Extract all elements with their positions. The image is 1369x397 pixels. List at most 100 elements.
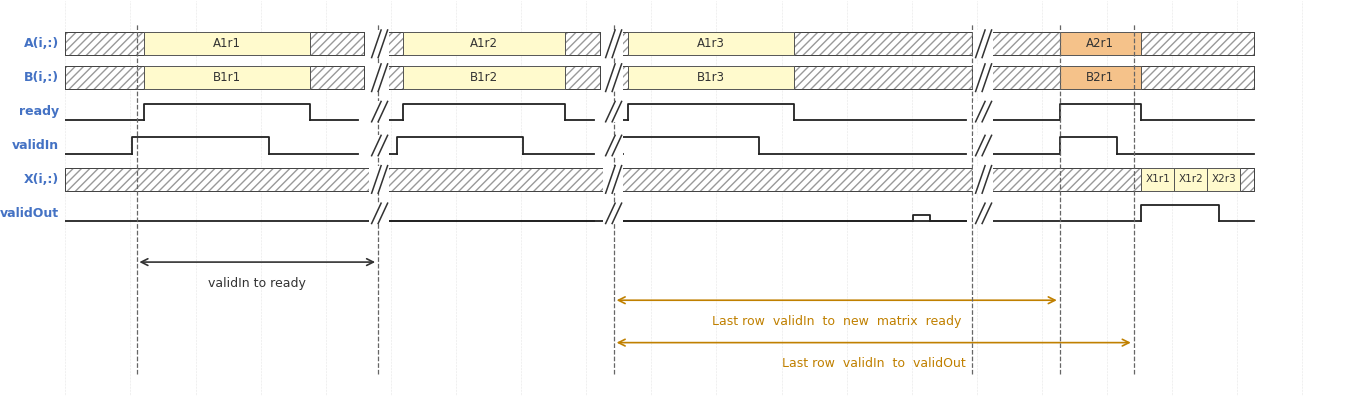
Bar (66, 32, 144, 56)
Bar (370, 64, 389, 91)
Bar (973, 135, 994, 156)
Bar (1240, 168, 1254, 191)
Bar (311, 66, 364, 89)
Text: B2r1: B2r1 (1086, 71, 1114, 84)
Bar (794, 32, 972, 56)
Bar (385, 66, 402, 89)
Text: validIn: validIn (12, 139, 59, 152)
Bar (604, 203, 623, 224)
Bar (370, 30, 389, 58)
Bar (619, 32, 627, 56)
Bar (385, 66, 402, 89)
Bar (619, 32, 627, 56)
Bar (1140, 32, 1254, 56)
Bar (311, 66, 364, 89)
Bar (370, 166, 389, 193)
Bar (402, 32, 565, 56)
Bar (311, 32, 364, 56)
Bar (627, 32, 794, 56)
Bar (66, 32, 144, 56)
Bar (1060, 32, 1140, 56)
Bar (988, 32, 1060, 56)
Bar (565, 32, 600, 56)
Text: B(i,:): B(i,:) (25, 71, 59, 84)
Bar (565, 66, 600, 89)
Bar (619, 32, 627, 56)
Bar (794, 66, 972, 89)
Text: X(i,:): X(i,:) (25, 173, 59, 186)
Text: validOut: validOut (0, 207, 59, 220)
Bar (794, 66, 972, 89)
Bar (619, 66, 627, 89)
Text: A2r1: A2r1 (1087, 37, 1114, 50)
Bar (66, 66, 144, 89)
Text: validIn to ready: validIn to ready (208, 277, 307, 290)
Bar (1140, 168, 1175, 191)
Bar (1240, 168, 1254, 191)
Bar (604, 135, 623, 156)
Text: A1r1: A1r1 (214, 37, 241, 50)
Text: B1r2: B1r2 (470, 71, 498, 84)
Text: X1r1: X1r1 (1146, 174, 1170, 185)
Bar (402, 66, 565, 89)
Bar (66, 32, 144, 56)
Bar (385, 32, 402, 56)
Text: ready: ready (19, 105, 59, 118)
Bar (1240, 168, 1254, 191)
Bar (604, 166, 623, 193)
Bar (565, 66, 600, 89)
Bar (988, 32, 1060, 56)
Text: A1r3: A1r3 (697, 37, 724, 50)
Bar (973, 30, 994, 58)
Bar (988, 66, 1060, 89)
Bar (66, 168, 1140, 191)
Bar (619, 66, 627, 89)
Bar (311, 32, 364, 56)
Bar (1140, 66, 1254, 89)
Text: X1r2: X1r2 (1179, 174, 1203, 185)
Bar (988, 32, 1060, 56)
Bar (370, 101, 389, 122)
Text: B1r1: B1r1 (214, 71, 241, 84)
Text: A1r2: A1r2 (470, 37, 498, 50)
Text: Last row  validIn  to  validOut: Last row validIn to validOut (782, 357, 965, 370)
Bar (604, 30, 623, 58)
Bar (1140, 66, 1254, 89)
Bar (973, 203, 994, 224)
Bar (66, 168, 1140, 191)
Bar (1207, 168, 1240, 191)
Bar (144, 32, 311, 56)
Bar (66, 66, 144, 89)
Bar (1140, 66, 1254, 89)
Bar (1060, 66, 1140, 89)
Bar (619, 66, 627, 89)
Bar (565, 66, 600, 89)
Bar (370, 135, 389, 156)
Text: X2r3: X2r3 (1212, 174, 1236, 185)
Bar (385, 32, 402, 56)
Bar (311, 32, 364, 56)
Bar (370, 203, 389, 224)
Bar (973, 101, 994, 122)
Bar (604, 101, 623, 122)
Bar (973, 166, 994, 193)
Text: A(i,:): A(i,:) (25, 37, 59, 50)
Bar (311, 66, 364, 89)
Bar (385, 66, 402, 89)
Bar (1175, 168, 1207, 191)
Bar (794, 66, 972, 89)
Bar (144, 66, 311, 89)
Bar (973, 64, 994, 91)
Bar (66, 66, 144, 89)
Bar (988, 66, 1060, 89)
Bar (794, 32, 972, 56)
Bar (988, 66, 1060, 89)
Bar (604, 64, 623, 91)
Bar (565, 32, 600, 56)
Text: Last row  validIn  to  new  matrix  ready: Last row validIn to new matrix ready (712, 315, 961, 328)
Bar (66, 168, 1140, 191)
Bar (1140, 32, 1254, 56)
Bar (794, 32, 972, 56)
Bar (627, 66, 794, 89)
Text: B1r3: B1r3 (697, 71, 726, 84)
